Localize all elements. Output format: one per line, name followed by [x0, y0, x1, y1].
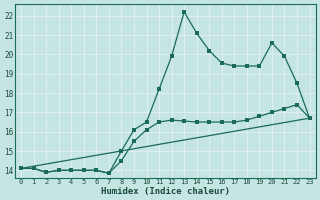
X-axis label: Humidex (Indice chaleur): Humidex (Indice chaleur) [101, 187, 230, 196]
